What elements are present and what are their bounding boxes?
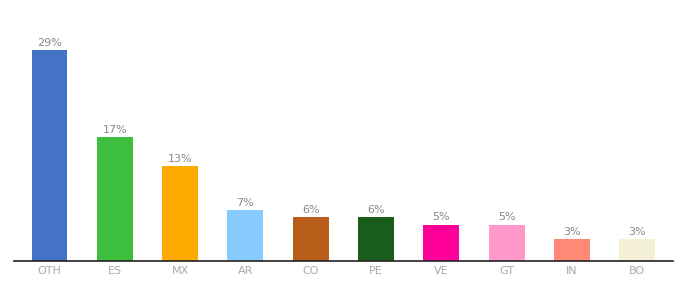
Text: 5%: 5% [432,212,450,223]
Bar [162,167,198,261]
Bar [619,239,656,261]
Bar [554,239,590,261]
Text: 6%: 6% [302,205,320,215]
Text: 3%: 3% [628,227,646,237]
Bar [424,225,459,261]
Text: 7%: 7% [237,198,254,208]
Text: 5%: 5% [498,212,515,223]
Text: 17%: 17% [103,125,127,135]
Bar [358,218,394,261]
Text: 13%: 13% [168,154,192,164]
Bar [31,50,67,261]
Bar [97,137,133,261]
Bar [489,225,525,261]
Text: 6%: 6% [367,205,385,215]
Text: 3%: 3% [563,227,581,237]
Bar [228,210,263,261]
Bar [293,218,328,261]
Text: 29%: 29% [37,38,62,48]
